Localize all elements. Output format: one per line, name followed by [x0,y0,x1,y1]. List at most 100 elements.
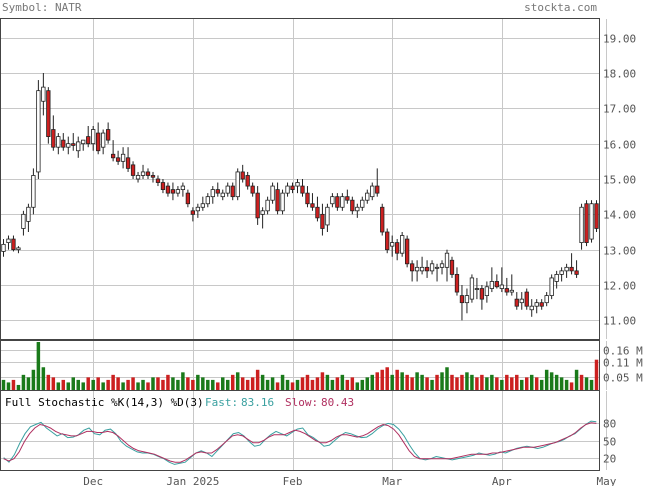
candle-body [200,203,205,208]
volume-bar [6,382,11,390]
stochastic-tick-label: 20 [603,453,616,466]
volume-bar [390,374,394,390]
volume-bar [11,379,16,390]
candle-body [110,153,116,159]
volume-bar [245,379,250,390]
candle-body [300,185,305,194]
candle-body [584,203,589,244]
volume-bar [370,374,375,390]
x-tick-label: May [597,475,617,486]
candle-body [150,175,156,178]
volume-bar [76,379,80,390]
x-axis: Dec Jan 2025 Feb Mar Apr May [83,475,617,486]
volume-bar [101,382,105,390]
candle-body [46,90,51,137]
candle-body [320,213,325,229]
volume-bar [51,377,56,390]
volume-bar [480,374,484,390]
volume-bar [325,374,330,390]
volume-bar [460,374,464,390]
volume-bar [475,377,479,390]
candle-body [479,288,485,300]
stochastic-lines [3,420,597,465]
candle-body [290,185,295,190]
volume-bar [91,379,95,390]
candle-body [265,199,270,212]
candle-body [514,298,519,307]
volume-bar [440,372,444,390]
candle-body [180,185,186,190]
candle-body [569,266,574,272]
candle-body [544,295,549,304]
price-tick-label: 11.00 [603,315,636,328]
volume-bar [161,379,165,390]
candle-body [519,298,524,304]
volume-bar [415,372,419,390]
candle-body [115,157,121,162]
volume-bar [1,379,6,390]
x-tick-label: Apr [492,475,512,486]
candle-body [499,284,504,289]
volume-bar [141,379,145,390]
candle-body [414,266,420,272]
candle-body [509,289,514,293]
volume-bar [485,377,489,390]
candle-body [91,129,96,145]
volume-bar [524,377,529,390]
volume-bar [66,382,71,390]
volume-bar [16,384,21,390]
stochastic-tick-label: 80 [603,418,616,431]
volume-bar [345,379,350,390]
volume-bar [116,377,120,390]
x-tick-label: Mar [382,475,402,486]
volume-y-axis: 0.05 M 0.11 M0.16 M [603,345,643,385]
candle-body [409,263,415,272]
candle-body [390,242,395,247]
candle-body [120,153,126,162]
candle-body [160,182,166,191]
volume-bar [26,377,31,390]
volume-bar [136,382,140,390]
stochastic-panel [0,390,600,471]
candle-body [549,277,554,296]
volume-bar [420,374,424,390]
volume-bar [544,369,549,390]
volume-bar [470,374,474,390]
volume-bar [500,379,504,390]
candle-body [36,90,41,173]
volume-bar [520,379,524,390]
volume-tick-label: 0.16 M [603,345,643,358]
candle-body [315,206,320,219]
candle-body [295,182,300,187]
volume-bar [569,382,574,390]
volume-bar [495,377,499,390]
candle-body [524,291,529,307]
volume-bar [285,379,290,390]
volume-bar [515,374,519,390]
volume-bar [166,374,170,390]
candle-body [130,164,136,176]
candle-body [579,206,584,243]
stochastic-gridlines [1,391,607,470]
volume-bar [380,369,384,390]
volume-bar [589,379,594,390]
volume-bar [584,377,589,390]
candle-body [31,175,36,208]
volume-bar [71,377,76,390]
candle-body [11,238,16,251]
volume-bar [230,374,235,390]
price-tick-label: 14.00 [603,209,636,222]
volume-bar [121,382,125,390]
price-tick-label: 17.00 [603,103,636,116]
candle-body [469,277,475,300]
volume-tick-label: 0.05 M [603,372,643,385]
volume-gridlines [1,341,607,390]
candle-body [504,288,509,293]
volume-bar [465,372,469,390]
volume-bar [539,379,544,390]
price-y-axis: 11.00 12.00 13.00 14.00 15.00 16.00 17.00 18.00… [603,33,636,328]
candle-body [51,129,56,148]
candle-body [454,273,460,293]
candle-body [474,288,480,290]
volume-bar [330,379,335,390]
